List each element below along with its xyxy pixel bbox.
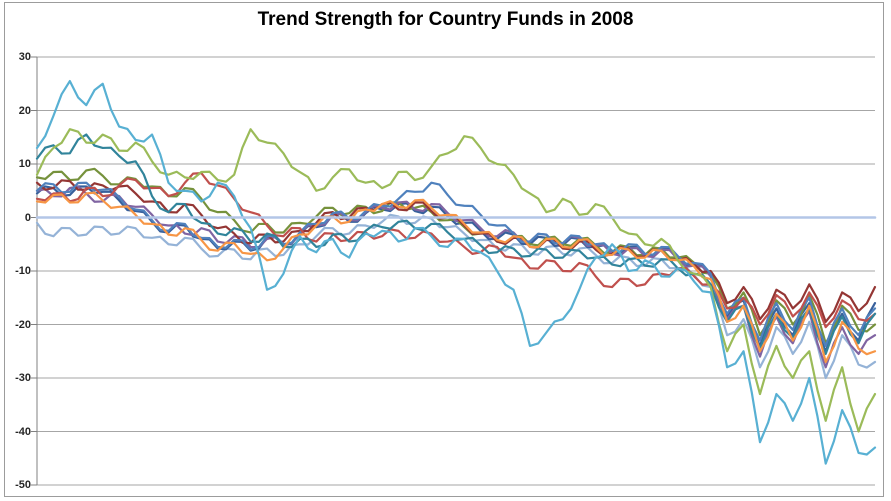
series-line-fund-olive: [35, 167, 877, 345]
series-line-fund-cyan: [35, 79, 877, 465]
series-line-fund-blue: [35, 181, 877, 347]
y-axis-tick-label: -30: [15, 372, 31, 384]
y-axis-tick-label: -10: [15, 265, 31, 277]
series-line-fund-orange: [35, 191, 877, 364]
y-axis-tick-label: -50: [15, 479, 31, 491]
series-line-fund-green: [35, 128, 877, 433]
series-line-fund-purple: [35, 185, 877, 369]
chart-title: Trend Strength for Country Funds in 2008: [257, 9, 634, 30]
y-axis-tick-label: 0: [24, 211, 31, 224]
series-line-fund-darkred: [35, 179, 877, 323]
series-line-fund-lightsteel: [35, 213, 877, 380]
y-axis-tick-label: -20: [15, 318, 31, 331]
y-axis-tick-label: 10: [18, 158, 31, 170]
series-line-fund-red: [35, 171, 877, 329]
y-axis-tick-label: -40: [15, 425, 31, 438]
y-axis-tick-label: 20: [18, 104, 31, 117]
y-axis-tick-label: 30: [18, 51, 31, 63]
